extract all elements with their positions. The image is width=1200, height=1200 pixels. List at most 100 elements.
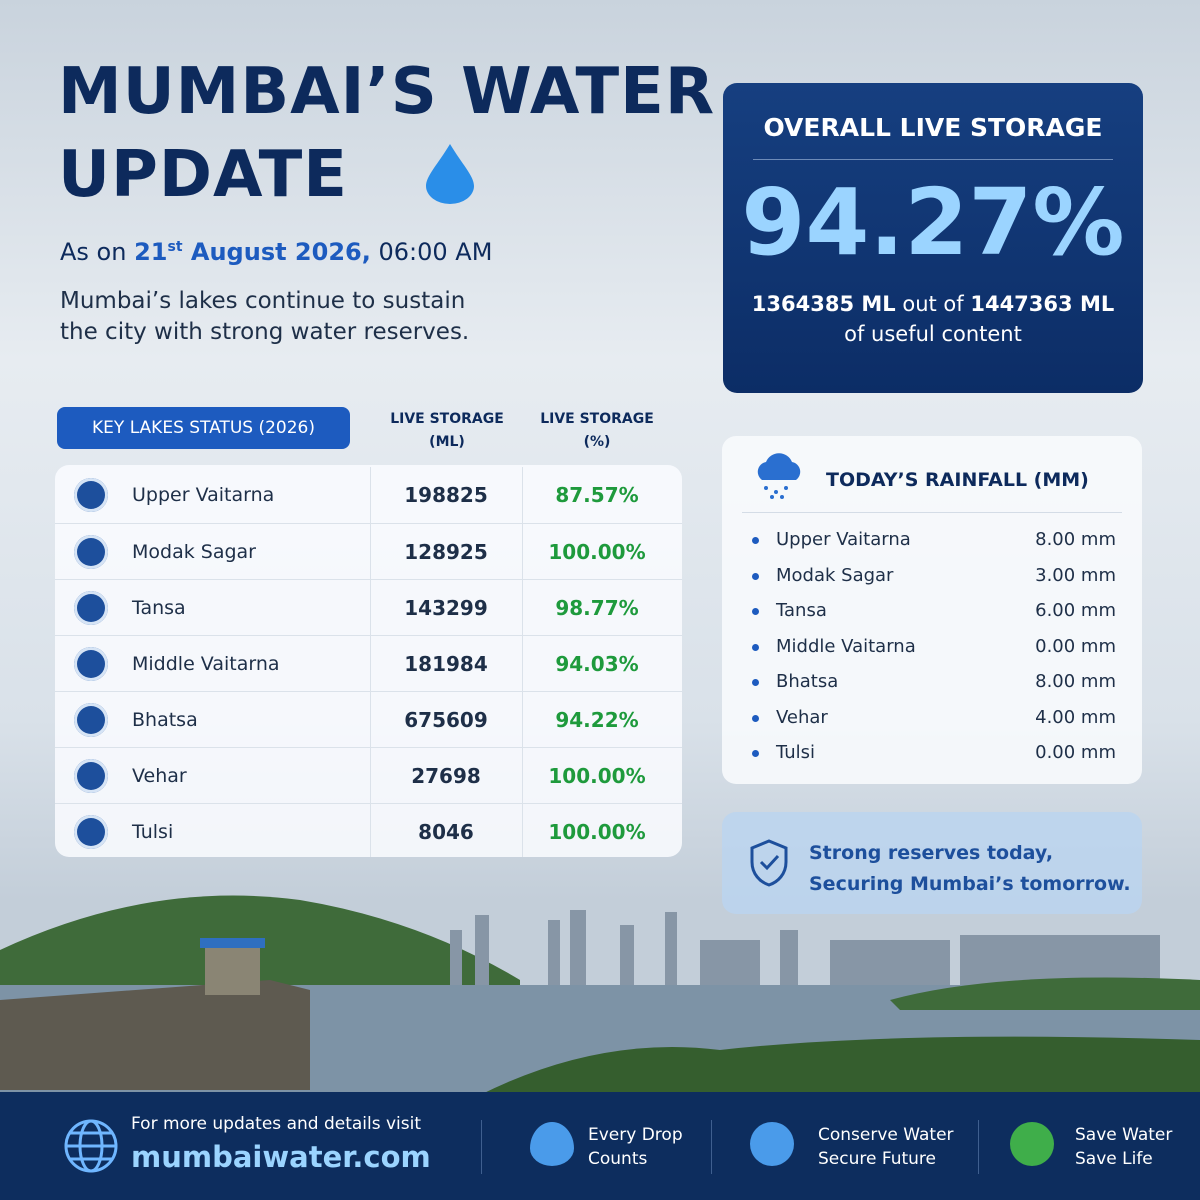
lake-storage-ml: 198825 — [404, 483, 488, 507]
lake-name: Bhatsa — [132, 709, 198, 731]
col-sep — [370, 524, 371, 580]
col-sep — [522, 524, 523, 580]
bullet — [752, 537, 759, 544]
footer-divider — [481, 1120, 482, 1174]
table-row: Upper Vaitarna 198825 87.57% — [55, 467, 682, 523]
rain-value: 0.00 mm — [1035, 635, 1116, 657]
lake-icon — [74, 703, 108, 737]
overall-title: OVERALL LIVE STORAGE — [763, 113, 1103, 142]
col-sep — [370, 692, 371, 748]
lake-icon — [74, 478, 108, 512]
column-header: (ML) — [429, 434, 465, 450]
rain-value: 8.00 mm — [1035, 671, 1116, 692]
lake-name: Middle Vaitarna — [132, 653, 280, 675]
bullet — [752, 643, 759, 651]
cloud-icon — [757, 453, 801, 499]
column-header: LIVE STORAGE — [390, 411, 504, 427]
banner-line: Securing Mumbai’s tomorrow. — [809, 873, 1131, 895]
lake-icon — [74, 815, 108, 849]
footer-visit: For more updates and details visit — [131, 1114, 422, 1134]
rainfall-card: TODAY’S RAINFALL (MM) Upper Vaitarna 8.00… — [722, 436, 1142, 784]
footer-divider — [978, 1120, 979, 1174]
title-line: UPDATE — [58, 138, 348, 212]
table-row: Vehar 27698 100.00% — [55, 747, 682, 804]
col-sep — [370, 636, 371, 692]
bullet — [752, 750, 759, 757]
drop-icon — [426, 144, 474, 204]
banner: Strong reserves today, Securing Mumbai’s … — [722, 812, 1142, 914]
table-row: Middle Vaitarna 181984 94.03% — [55, 635, 682, 692]
rain-lake: Tulsi — [776, 742, 816, 763]
col-sep — [522, 692, 523, 748]
banner-line: Strong reserves today, — [809, 842, 1054, 864]
lake-name: Tulsi — [132, 821, 174, 843]
lake-storage-pct: 100.00% — [548, 820, 646, 844]
overall-percent: 94.27% — [741, 169, 1125, 276]
date-suffix: st — [167, 239, 183, 255]
lake-icon — [74, 647, 108, 681]
lake-storage-ml: 675609 — [404, 708, 488, 732]
lake-icon — [74, 759, 108, 793]
rain-value: 3.00 mm — [1035, 564, 1116, 586]
footer-icon — [1010, 1122, 1054, 1166]
overall-card: OVERALL LIVE STORAGE 94.27% 1364385 ML o… — [723, 83, 1143, 393]
rain-lake: Middle Vaitarna — [776, 635, 916, 657]
lake-storage-pct: 94.03% — [555, 652, 639, 676]
footer: For more updates and details visit mumba… — [0, 1092, 1200, 1200]
footer-item: Save Water — [1075, 1125, 1173, 1145]
lake-name: Tansa — [132, 597, 186, 619]
date-prefix: As on — [60, 238, 127, 266]
footer-site: mumbaiwater.com — [131, 1140, 431, 1174]
lake-storage-pct: 100.00% — [548, 540, 646, 564]
lake-name: Upper Vaitarna — [132, 484, 275, 506]
rain-lake: Upper Vaitarna — [776, 529, 911, 550]
landscape — [0, 895, 1200, 1100]
lake-storage-pct: 100.00% — [548, 764, 646, 788]
lake-icon — [74, 535, 108, 569]
col-sep — [370, 580, 371, 636]
detail-amount: 1364385 ML — [751, 292, 896, 316]
detail-total: 1447363 ML — [970, 292, 1115, 316]
table-row: Tulsi 8046 100.00% — [55, 803, 682, 857]
col-sep — [522, 467, 523, 523]
rain-value: 6.00 mm — [1035, 600, 1116, 621]
lake-storage-pct: 98.77% — [555, 596, 639, 620]
detail-mid: out of — [902, 292, 964, 316]
table-row: Modak Sagar 128925 100.00% — [55, 523, 682, 580]
lakes-badge: KEY LAKES STATUS (2026) — [57, 407, 350, 449]
date-line: As on 21st August 2026, 06:00 AM — [60, 238, 492, 266]
footer-item: Counts — [588, 1149, 648, 1169]
date-rest: August 2026, — [190, 238, 371, 266]
globe-icon — [64, 1119, 118, 1173]
col-sep — [370, 467, 371, 523]
lake-storage-pct: 87.57% — [555, 483, 639, 507]
date-day: 21 — [134, 238, 168, 266]
shield-icon — [750, 839, 788, 887]
col-sep — [522, 636, 523, 692]
col-sep — [370, 804, 371, 857]
rain-value: 4.00 mm — [1035, 706, 1116, 728]
bullet — [752, 714, 759, 722]
footer-item: Save Life — [1075, 1149, 1153, 1169]
date-time: 06:00 AM — [378, 238, 493, 266]
title-line: MUMBAI’S WATER — [58, 55, 716, 129]
col-sep — [522, 580, 523, 636]
footer-icon — [750, 1122, 794, 1166]
rain-value: 0.00 mm — [1035, 742, 1116, 763]
lake-storage-ml: 143299 — [404, 596, 488, 620]
rain-value: 8.00 mm — [1035, 529, 1116, 550]
footer-divider — [711, 1120, 712, 1174]
footer-item: Secure Future — [818, 1149, 936, 1169]
table-row: Bhatsa 675609 94.22% — [55, 691, 682, 748]
col-sep — [522, 748, 523, 804]
footer-item: Conserve Water — [818, 1125, 954, 1145]
lake-name: Vehar — [132, 765, 187, 787]
rain-lake: Bhatsa — [776, 671, 839, 692]
bullet — [752, 679, 759, 686]
rainfall-title: TODAY’S RAINFALL (MM) — [826, 469, 1089, 491]
rain-lake: Tansa — [776, 600, 827, 621]
col-sep — [370, 748, 371, 804]
lake-icon — [74, 591, 108, 625]
lakes-table: Upper Vaitarna 198825 87.57% Modak Sagar 128… — [55, 465, 682, 857]
lake-storage-ml: 181984 — [404, 652, 488, 676]
